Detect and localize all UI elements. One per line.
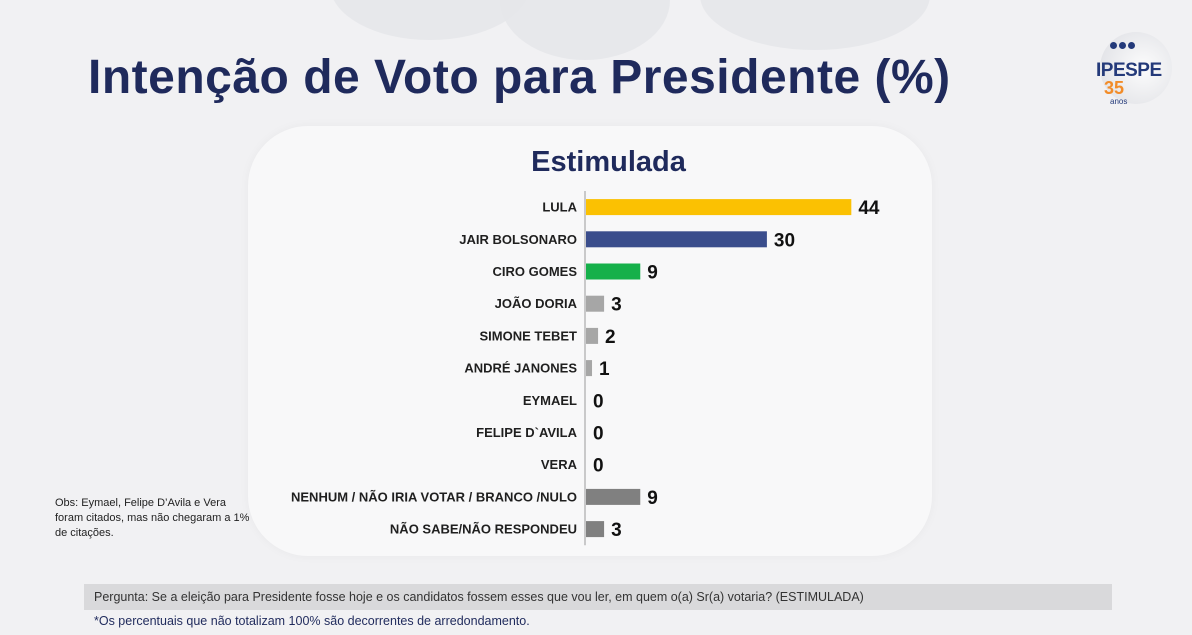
logo-years: 35 — [1104, 78, 1125, 98]
category-label: NÃO SABE/NÃO RESPONDEU — [390, 522, 577, 537]
data-label: 2 — [605, 327, 616, 348]
bar — [586, 488, 641, 505]
footnote: *Os percentuais que não totalizam 100% s… — [94, 614, 530, 628]
category-label: VERA — [541, 457, 578, 472]
bar — [586, 199, 852, 216]
logo-anos: anos — [1110, 97, 1128, 106]
logo-dots — [1110, 36, 1137, 54]
bar — [586, 521, 605, 538]
question-bar: Pergunta: Se a eleição para Presidente f… — [84, 584, 1112, 610]
data-label: 3 — [611, 520, 622, 541]
category-label: LULA — [542, 200, 577, 215]
category-label: CIRO GOMES — [492, 264, 577, 279]
data-label: 0 — [593, 391, 604, 412]
bar — [586, 263, 641, 280]
data-label: 44 — [858, 198, 880, 219]
data-label: 1 — [599, 359, 610, 380]
data-label: 0 — [593, 424, 604, 445]
category-label: EYMAEL — [523, 393, 577, 408]
data-label: 9 — [647, 488, 658, 509]
observation-note: Obs: Eymael, Felipe D’Avila e Vera foram… — [55, 497, 250, 539]
bar — [586, 360, 593, 377]
data-label: 3 — [611, 295, 622, 316]
bar — [586, 295, 605, 312]
category-label: JOÃO DORIA — [495, 296, 578, 311]
category-label: FELIPE D`AVILA — [476, 425, 577, 440]
bar — [586, 231, 767, 248]
data-label: 0 — [593, 456, 604, 477]
category-label: SIMONE TEBET — [479, 328, 577, 343]
data-label: 30 — [774, 230, 795, 251]
ipespe-logo: IPESPE 35 anos — [1092, 32, 1182, 112]
page-title: Intenção de Voto para Presidente (%) — [88, 51, 951, 104]
category-label: NENHUM / NÃO IRIA VOTAR / BRANCO /NULO — [291, 489, 577, 504]
logo-brand: IPESPE — [1096, 60, 1162, 81]
category-label: JAIR BOLSONARO — [459, 232, 577, 247]
data-label: 9 — [647, 263, 658, 284]
category-label: ANDRÉ JANONES — [464, 361, 577, 376]
bar — [586, 327, 599, 344]
